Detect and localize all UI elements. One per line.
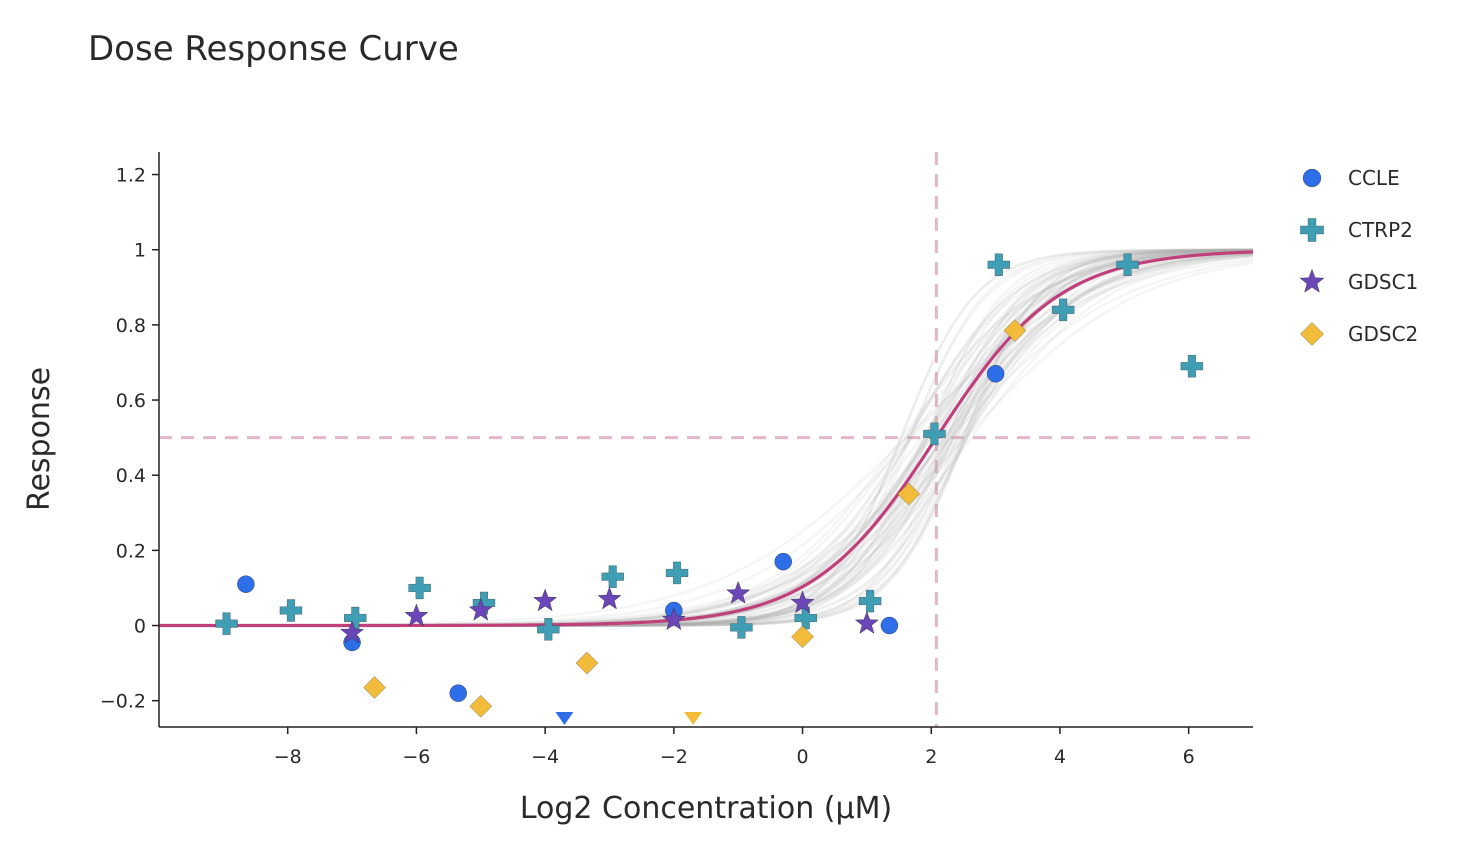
legend-marker-gdsc2 [1300, 322, 1324, 346]
legend-label: CTRP2 [1348, 218, 1413, 242]
gdsc1-point [404, 603, 429, 627]
gdsc2-point [363, 676, 386, 699]
ccle-point [555, 712, 574, 725]
bootstrap-curve [159, 253, 1253, 627]
ccle-point [880, 616, 899, 635]
y-axis-title: Response [22, 367, 57, 511]
ctrp2-point [794, 606, 817, 630]
series-gdsc1 [340, 581, 879, 644]
ccle-point [774, 552, 792, 571]
ctrp2-point [665, 561, 689, 585]
fit-curve-layer [159, 250, 1253, 628]
x-tick-label: 6 [1183, 746, 1195, 768]
series-ctrp2 [215, 253, 1204, 641]
ctrp2-point [923, 422, 946, 446]
ccle-point [237, 575, 255, 593]
gdsc2-point [469, 695, 492, 718]
gdsc1-point [340, 620, 365, 644]
legend-label: GDSC2 [1348, 322, 1418, 346]
bootstrap-curve [159, 253, 1253, 627]
ctrp2-point [215, 612, 238, 635]
legend-marker-ccle [1302, 168, 1322, 188]
gdsc2-point [1003, 319, 1027, 342]
ctrp2-point [279, 599, 303, 622]
chart-title: Dose Response Curve [88, 29, 459, 69]
legend-label: GDSC1 [1348, 270, 1418, 294]
bootstrap-curve [159, 254, 1253, 627]
ctrp2-point [537, 618, 560, 641]
x-tick-label: −2 [660, 746, 688, 768]
y-tick-label: 0.2 [116, 540, 146, 562]
y-tick-label: 1 [134, 240, 146, 262]
reference-lines [159, 152, 1253, 727]
gdsc1-point [533, 588, 558, 612]
x-axis-title: Log2 Concentration (μM) [520, 791, 892, 826]
y-tick-label: 0 [134, 616, 146, 638]
gdsc1-point [854, 611, 879, 634]
ctrp2-point [1052, 298, 1075, 321]
y-tick-label: 0.8 [116, 315, 146, 337]
gdsc1-point [597, 586, 622, 610]
ctrp2-point [987, 253, 1010, 276]
y-tick-label: 1.2 [116, 165, 146, 187]
plot-area [159, 152, 1253, 727]
gdsc1-point [468, 597, 493, 621]
ctrp2-point [858, 589, 882, 613]
series-gdsc2 [363, 319, 1027, 725]
fit-curve [159, 250, 1253, 628]
legend-label: CCLE [1348, 166, 1400, 190]
ccle-point [986, 365, 1005, 383]
ctrp2-point [408, 576, 431, 600]
y-tick-label: −0.2 [100, 691, 146, 713]
gdsc1-point [790, 590, 815, 614]
gdsc1-point [661, 607, 686, 631]
x-tick-label: 0 [796, 746, 808, 768]
x-tick-label: 4 [1054, 746, 1066, 768]
axes: −8 −6 −4 −2 0 2 4 6 −0.2 0 0.2 0.4 0.6 0.8 1 1.2 [100, 152, 1253, 768]
legend-item-ctrp2[interactable]: CTRP2 [1300, 218, 1413, 242]
gdsc2-point [791, 625, 814, 649]
x-ticks: −8 −6 −4 −2 0 2 4 6 [274, 727, 1195, 768]
legend-item-gdsc2[interactable]: GDSC2 [1300, 322, 1418, 346]
x-tick-label: −4 [531, 746, 559, 768]
ctrp2-point [1180, 355, 1204, 378]
x-tick-label: −8 [274, 746, 302, 768]
gdsc2-point [684, 712, 703, 725]
bootstrap-curve [159, 255, 1253, 627]
bootstrap-curve [159, 253, 1253, 627]
ccle-point [449, 684, 467, 702]
bootstrap-curve [159, 259, 1253, 627]
ctrp2-point [601, 565, 624, 588]
y-tick-label: 0.6 [116, 390, 146, 412]
gdsc2-point [575, 651, 599, 675]
gdsc2-point [897, 482, 920, 506]
ctrp2-point [1116, 253, 1139, 276]
legend-marker-ctrp2 [1300, 218, 1324, 242]
legend-marker-gdsc1 [1299, 268, 1325, 293]
bootstrap-curve [159, 254, 1253, 627]
y-ticks: −0.2 0 0.2 0.4 0.6 0.8 1 1.2 [100, 165, 159, 713]
x-tick-label: 2 [925, 746, 937, 768]
gdsc1-point [726, 581, 751, 604]
legend-item-gdsc1[interactable]: GDSC1 [1299, 268, 1418, 294]
legend-item-ccle[interactable]: CCLE [1302, 166, 1400, 190]
legend: CCLE CTRP2 GDSC1 GDSC2 [1299, 166, 1418, 346]
x-tick-label: −6 [402, 746, 430, 768]
ctrp2-point [472, 591, 496, 615]
data-markers [215, 253, 1204, 725]
ctrp2-point [730, 616, 753, 639]
y-tick-label: 0.4 [116, 465, 146, 487]
bootstrap-curve [159, 261, 1253, 627]
